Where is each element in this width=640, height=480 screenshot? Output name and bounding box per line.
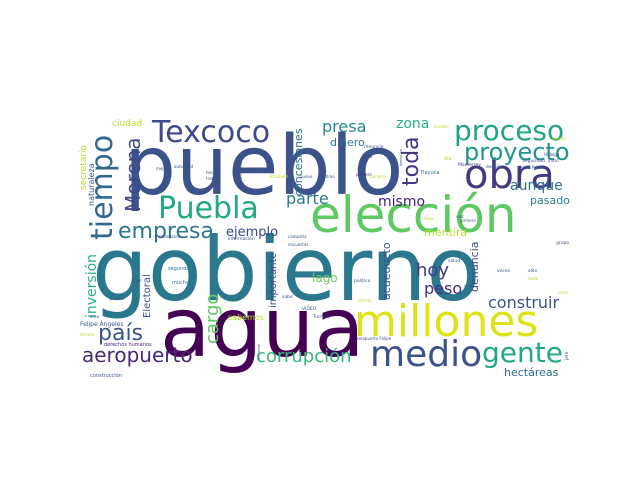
word-concesiones: concesiones — [292, 128, 305, 196]
word-tlayuca: Tlayuca — [419, 170, 439, 176]
word-cosa: cosa — [464, 283, 474, 288]
word-mentira: mentira — [424, 226, 467, 239]
word-secretario: secretario — [79, 145, 89, 190]
word-naturaleza: naturaleza — [87, 163, 96, 206]
word-parte: parte — [286, 189, 329, 208]
word-aeropuerto-felipe: aeropuerto Felipe — [356, 336, 392, 341]
word-mejor: mejor — [156, 166, 168, 171]
word-obra: obra — [464, 152, 555, 198]
word-proyecto: proyecto — [464, 138, 570, 166]
word-denuncia: denuncia — [468, 241, 481, 292]
word-corrupcion: corrupción — [256, 346, 352, 367]
word-desayuno: desayuno — [399, 149, 403, 166]
word-encuestas: encuestas — [288, 242, 308, 247]
word-decision: decisión — [486, 164, 503, 169]
word-gobierno-federal: gobierno federal — [239, 157, 243, 186]
word-derechos-humanos: derechos humanos — [104, 342, 152, 348]
word-construccion: construcción — [90, 372, 122, 379]
word-cerro-prieto: Cerro Prieto — [518, 165, 545, 171]
word-primero: primero — [356, 172, 372, 177]
word-electoral: Electoral — [142, 274, 153, 318]
word-zona: zona — [396, 116, 429, 132]
word-medio: medio — [370, 334, 482, 375]
word-monterrey: Monterrey — [458, 162, 481, 168]
word-informacion: información — [228, 235, 255, 242]
word-tercera: tercera — [80, 332, 95, 337]
word-universal: universal — [257, 344, 261, 360]
word-sabe: sabe — [282, 294, 293, 300]
word-puebla: Puebla — [158, 191, 259, 226]
word-jefe: jefe — [564, 351, 570, 361]
word-directo: directo — [358, 298, 372, 303]
word-grupo: grupo — [556, 240, 569, 246]
word-acueducto: acueducto — [380, 242, 393, 300]
word-segundo: segundo — [168, 266, 189, 272]
word-cuenta: cuenta — [552, 136, 566, 141]
word-texcoco: Texcoco — [151, 115, 270, 150]
word-proceso: proceso — [454, 114, 564, 147]
word-hectareas: hectáreas — [504, 366, 559, 379]
word-tiempo: tiempo — [85, 135, 120, 240]
word-primero-2: primero — [460, 218, 476, 223]
word-entregaron: entregaron — [158, 234, 181, 239]
word-radio: radio — [528, 276, 539, 281]
word-cambio: cambio — [434, 124, 449, 129]
word-muchas: muchas — [172, 280, 192, 286]
word-empresa: empresa — [118, 219, 214, 244]
word-falso: falso — [424, 216, 434, 221]
word-dia: día — [444, 155, 452, 162]
word-lago: lago — [312, 271, 338, 285]
word-campaña: campaña — [288, 234, 307, 239]
word-ultimo: último — [322, 174, 335, 179]
word-politico: político — [354, 277, 371, 284]
word-renuncia: renuncia — [364, 144, 384, 150]
word-inversion: inversión — [84, 254, 100, 318]
word-elizabeth: Elizabeth — [270, 174, 289, 179]
word-ejemplo: ejemplo — [226, 225, 278, 240]
word-importante: importante — [268, 252, 279, 308]
word-gente: gente — [482, 336, 563, 369]
word-salud: salud — [448, 258, 460, 264]
word-agua: agua — [160, 281, 365, 376]
word-tuchilla: Tuchilla — [312, 314, 330, 320]
word-veces: veces — [497, 269, 511, 274]
word-hoy: hoy — [416, 260, 449, 281]
word-video: VIDEO — [302, 306, 317, 312]
word-pasado: pasado — [530, 194, 570, 207]
word-hecho: hecho — [206, 170, 219, 175]
word-ciudad: ciudad — [112, 119, 142, 129]
word-nuevo: nuevo — [300, 174, 313, 179]
word-hizo: hizo — [362, 154, 372, 160]
word-solo: sólo — [528, 267, 537, 274]
word-gobierno: gobierno — [92, 218, 480, 321]
word-presa: presa — [322, 117, 366, 136]
word-mismo: mismo — [378, 194, 425, 210]
word-pueblo: pueblo — [124, 119, 403, 214]
word-construir: construir — [488, 293, 560, 312]
word-claro: claro — [558, 290, 568, 295]
word-publico: público — [110, 296, 125, 301]
word-toda: toda — [399, 136, 424, 186]
word-aunque: aunque — [510, 178, 563, 194]
word-seguridad: Seguridad — [522, 158, 545, 164]
word-millones: millones — [354, 296, 538, 347]
word-felipe-angeles: Felipe Ángeles — [80, 321, 123, 328]
word-inicio: inició — [548, 158, 559, 163]
word-pais: país — [98, 321, 143, 346]
word-autoridad: autoridad — [174, 164, 194, 169]
word-trabajo: trabajo — [206, 176, 221, 181]
word-vez: vez — [456, 215, 464, 220]
word-hidalgo: Hidalgo — [544, 152, 560, 157]
word-dinero: dinero — [330, 136, 365, 149]
word-primera: primera — [370, 174, 386, 179]
word-eleccion: elección — [310, 186, 517, 244]
word-valle: Valle — [132, 278, 142, 283]
word-sabemos: sabemos — [228, 313, 264, 322]
word-aeropuerto: aeropuerto — [82, 343, 193, 367]
word-morena: Morena — [121, 137, 145, 212]
word-area: área — [90, 314, 99, 319]
word-cargo: cargo — [202, 294, 223, 344]
word-peso: peso — [424, 279, 462, 298]
